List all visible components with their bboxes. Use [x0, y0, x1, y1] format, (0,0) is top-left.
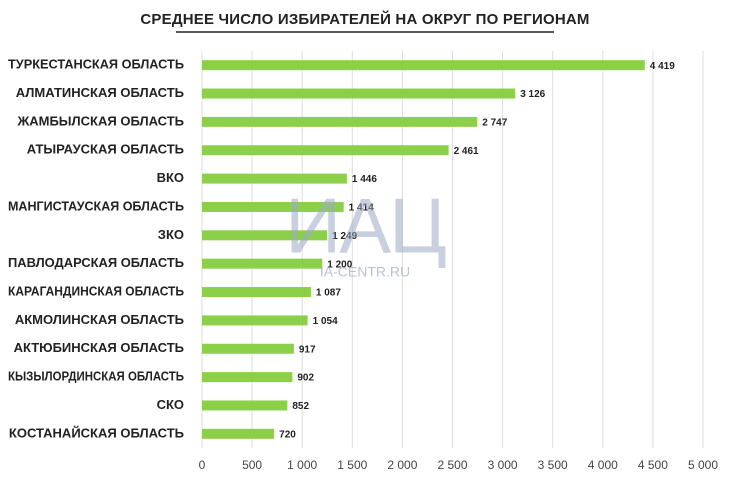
category-label: ПАВЛОДАРСКАЯ ОБЛАСТЬ — [8, 255, 184, 270]
category-label: ЖАМБЫЛСКАЯ ОБЛАСТЬ — [17, 113, 185, 128]
category-label: АЛМАТИНСКАЯ ОБЛАСТЬ — [16, 85, 184, 100]
chart-title: СРЕДНЕЕ ЧИСЛО ИЗБИРАТЕЛЕЙ НА ОКРУГ ПО РЕ… — [140, 10, 589, 28]
value-label: 3 126 — [520, 89, 545, 100]
category-label: ВКО — [157, 170, 184, 185]
value-label: 720 — [279, 429, 296, 440]
bar — [202, 201, 344, 212]
category-label: АКМОЛИНСКАЯ ОБЛАСТЬ — [15, 312, 184, 327]
value-label: 1 414 — [349, 203, 374, 214]
x-tick-label: 2 000 — [387, 458, 417, 472]
watermark: ИАЦ — [285, 182, 446, 270]
bar — [202, 315, 308, 326]
value-label: 1 249 — [332, 231, 357, 242]
value-label: 902 — [297, 373, 314, 384]
x-tick-label: 2 500 — [437, 458, 467, 472]
value-label: 1 200 — [327, 259, 352, 270]
value-label: 917 — [299, 344, 316, 355]
value-label: 1 087 — [316, 288, 341, 299]
category-label: ТУРКЕСТАНСКАЯ ОБЛАСТЬ — [8, 57, 184, 72]
category-label: КОСТАНАЙСКАЯ ОБЛАСТЬ — [9, 425, 184, 440]
category-label: ЗКО — [158, 227, 184, 242]
category-label: КАРАГАНДИНСКАЯ ОБЛАСТЬ — [8, 283, 184, 298]
bar — [202, 230, 328, 241]
category-label: АКТЮБИНСКАЯ ОБЛАСТЬ — [14, 340, 184, 355]
x-tick-label: 4 500 — [638, 458, 668, 472]
x-tick-label: 1 000 — [287, 458, 317, 472]
category-label: МАНГИСТАУСКАЯ ОБЛАСТЬ — [8, 198, 184, 213]
category-label: АТЫРАУСКАЯ ОБЛАСТЬ — [27, 142, 184, 157]
bar — [202, 287, 311, 298]
x-tick-label: 1 500 — [337, 458, 367, 472]
watermark-url: IA-CENTR.RU — [320, 264, 410, 280]
bar — [202, 88, 516, 99]
x-tick-label: 500 — [242, 458, 262, 472]
x-tick-label: 3 500 — [538, 458, 568, 472]
bar — [202, 400, 288, 411]
x-tick-label: 4 000 — [588, 458, 618, 472]
bar — [202, 116, 478, 127]
bar — [202, 145, 449, 156]
bar — [202, 428, 275, 439]
bar — [202, 343, 294, 354]
bar — [202, 258, 323, 269]
value-label: 1 446 — [352, 174, 377, 185]
value-label: 2 461 — [454, 146, 479, 157]
x-tick-label: 0 — [199, 458, 206, 472]
value-label: 4 419 — [650, 61, 675, 72]
value-label: 1 054 — [313, 316, 338, 327]
bar — [202, 173, 347, 184]
x-tick-label: 5 000 — [688, 458, 718, 472]
category-label: КЫЗЫЛОРДИНСКАЯ ОБЛАСТЬ — [8, 369, 184, 384]
plot: 0 500 1 000 1 500 2 000 2 500 3 000 3 500 4 000 4… — [8, 51, 718, 472]
bar — [202, 372, 293, 383]
value-label: 2 747 — [482, 118, 507, 129]
value-label: 852 — [292, 401, 309, 412]
bar — [202, 60, 645, 71]
category-label: СКО — [157, 397, 184, 412]
x-tick-label: 3 000 — [488, 458, 518, 472]
